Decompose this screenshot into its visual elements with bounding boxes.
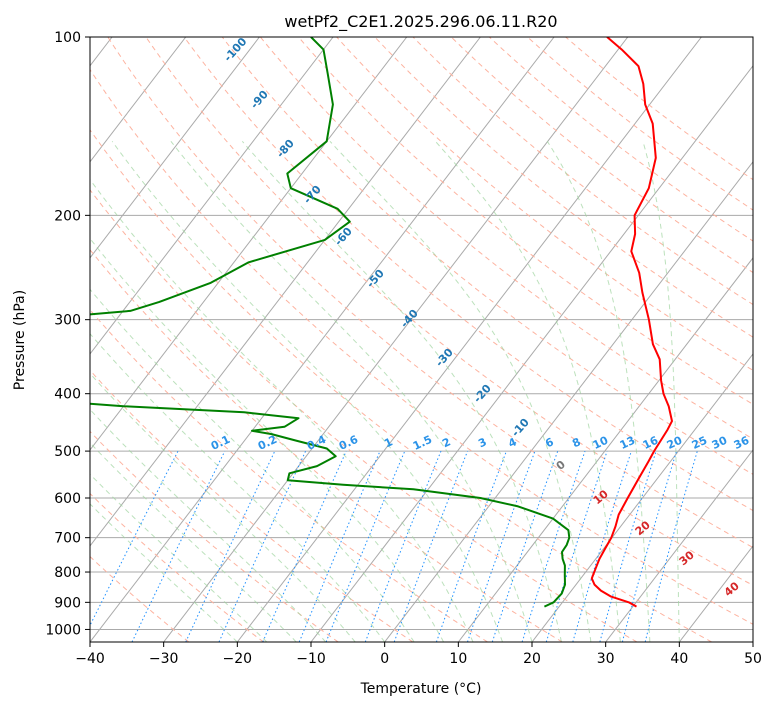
y-tick-label: 300 [54, 313, 81, 329]
dry-adiabat-line [374, 37, 753, 338]
y-tick-label: 100 [54, 30, 81, 46]
dry-adiabat-line [90, 430, 339, 642]
moist-adiabat-line [546, 141, 651, 642]
mixing-ratio-line [393, 450, 469, 642]
moist-adiabat-line [90, 442, 297, 642]
dry-adiabat-line [90, 369, 414, 642]
moist-adiabat-line [435, 140, 621, 642]
dry-adiabat-line [107, 37, 753, 587]
x-tick-label: −30 [149, 651, 179, 667]
isotherm-line [605, 449, 753, 642]
x-tick-label: 50 [744, 651, 762, 667]
mixing-ratio-line [364, 450, 442, 642]
x-tick-label: 10 [449, 651, 467, 667]
y-tick-label: 900 [54, 595, 81, 611]
moist-adiabat-line [90, 473, 268, 642]
moist-adiabat-line [642, 141, 680, 642]
y-tick-label: 1000 [45, 622, 81, 638]
dry-adiabat-line [90, 248, 563, 642]
y-tick-label: 500 [54, 444, 81, 460]
mixing-ratio-line [491, 450, 559, 642]
mixing-ratio-line [435, 450, 507, 642]
x-tick-label: 20 [523, 651, 541, 667]
temperature-line [590, 37, 673, 608]
x-tick-label: 30 [597, 651, 615, 667]
y-tick-label: 600 [54, 491, 81, 507]
chart-title: wetPf2_C2E1.2025.296.06.11.R20 [284, 12, 557, 32]
moist-adiabat-line [90, 237, 445, 642]
dry-adiabat-line [90, 129, 712, 642]
mixing-ratio-label: 36 [732, 434, 752, 452]
dry-adiabat-line [90, 188, 638, 642]
isotherm-line [90, 37, 260, 259]
y-axis-label: Pressure (hPa) [12, 290, 28, 390]
plot-frame [89, 36, 754, 643]
dewpoint-line [90, 37, 571, 608]
mixing-ratio-label: 20 [665, 434, 685, 452]
moist-adiabat-line [90, 503, 238, 642]
moist-adiabat-line [111, 141, 503, 642]
x-tick-label: 0 [380, 651, 389, 667]
isotherm-line [90, 37, 187, 163]
x-tick-label: 40 [670, 651, 688, 667]
y-tick-label: 400 [54, 387, 81, 403]
mixing-ratio-line [599, 450, 657, 642]
mixing-ratio-label: 25 [690, 434, 709, 452]
mixing-ratio-line [325, 450, 406, 642]
isotherm-line [90, 37, 481, 547]
dry-adiabat-line [90, 309, 488, 642]
isotherm-line [90, 37, 334, 355]
y-tick-label: 200 [54, 208, 81, 224]
mixing-ratio-label: 13 [618, 434, 637, 452]
moist-adiabat-line [90, 372, 356, 642]
dry-adiabat-line [90, 555, 190, 642]
isotherm-line [90, 37, 555, 642]
axes: −40 −30 −20 −10 0 10 20 30 40 50 100 200 300 400 500 60… [45, 30, 762, 667]
x-tick-label: −40 [75, 651, 105, 667]
dry-adiabat-line [260, 37, 753, 440]
mixing-ratio-line [572, 450, 632, 642]
isotherm-line [163, 37, 629, 642]
background-lines [90, 37, 753, 642]
dry-adiabat-line [183, 37, 753, 512]
plot-area-background [90, 37, 753, 642]
mixing-ratio-line [298, 450, 381, 642]
moist-adiabat-line [90, 288, 415, 642]
mixing-ratio-line [545, 450, 608, 642]
mixing-ratio-line [90, 450, 179, 627]
mixing-ratio-label: 30 [710, 434, 730, 452]
x-tick-label: −20 [223, 651, 253, 667]
isotherm-line [236, 37, 702, 642]
mixing-ratio-line [521, 450, 586, 642]
isotherm-line [384, 161, 753, 642]
sounding-series [90, 37, 673, 608]
y-tick-label: 800 [54, 565, 81, 581]
mixing-ratio-line [467, 450, 536, 642]
mixing-ratio-label: 16 [641, 434, 661, 452]
x-tick-label: −10 [296, 651, 326, 667]
moist-adiabat-line [90, 408, 327, 642]
y-tick-label: 700 [54, 531, 81, 547]
mixing-ratio-line [262, 450, 347, 642]
isotherm-line [90, 37, 408, 451]
x-axis-label: Temperature (°C) [360, 681, 482, 697]
dry-adiabat-line [145, 37, 753, 549]
isotherm-line [457, 257, 753, 642]
mixing-ratio-line [644, 450, 698, 642]
mixing-ratio-label: 10 [591, 434, 611, 452]
mixing-ratio-line [621, 450, 678, 642]
